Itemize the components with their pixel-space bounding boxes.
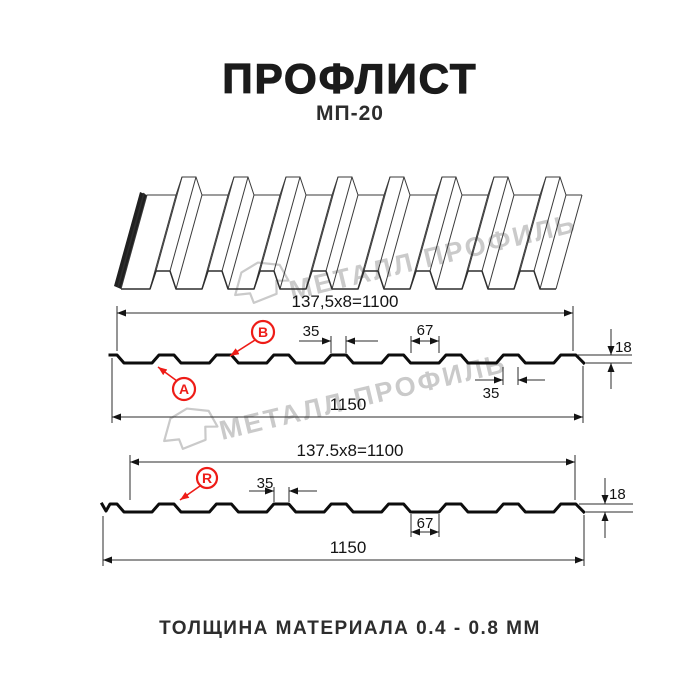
callout-b-label: B xyxy=(258,324,268,340)
dim-1100-bottom: 137.5x8=1100 xyxy=(130,441,575,466)
callout-r-label: R xyxy=(202,470,212,486)
dim-67-label: 67 xyxy=(417,515,434,532)
dim-1150-label: 1150 xyxy=(330,538,367,557)
dim-67-label: 67 xyxy=(417,322,434,339)
dim-35-rib-bottom: 35 xyxy=(475,367,545,402)
callout-a-label: A xyxy=(179,381,189,397)
profile-top-drawing xyxy=(108,353,586,366)
callout-b: B xyxy=(229,319,276,357)
dim-18-height-top: 18 xyxy=(577,329,632,389)
dim-67-valley-top: 67 xyxy=(410,322,440,353)
dim-35-label: 35 xyxy=(303,323,320,340)
callout-r: R xyxy=(179,466,219,501)
dim-35-rib: 35 xyxy=(249,475,317,502)
profile-model-label: МП-20 xyxy=(316,102,384,125)
dim-1100-label: 137,5x8=1100 xyxy=(292,292,399,311)
dim-35-label: 35 xyxy=(257,475,274,492)
dim-1150-label: 1150 xyxy=(330,395,367,414)
dim-1100-top: 137,5x8=1100 xyxy=(117,292,573,317)
watermark-top: МЕТАЛЛ ПРОФИЛЬ xyxy=(229,208,580,307)
sheet-3d-view xyxy=(114,176,583,290)
brand-logo-icon xyxy=(158,402,222,453)
dim-1100-label: 137.5x8=1100 xyxy=(297,441,404,460)
dim-18-label: 18 xyxy=(615,339,632,356)
profile-bottom-dimensions: 137.5x8=1100 1150 35 67 18 xyxy=(102,441,633,566)
dim-67-valley: 67 xyxy=(410,514,440,537)
dim-18-height: 18 xyxy=(579,478,633,538)
dim-35-label: 35 xyxy=(483,385,500,402)
material-thickness-note: ТОЛЩИНА МАТЕРИАЛА 0.4 - 0.8 ММ xyxy=(159,618,541,639)
dim-35-rib-top: 35 xyxy=(299,323,378,353)
dim-1150-bottom: 1150 xyxy=(103,538,584,564)
profile-top-dimensions: 137,5x8=1100 1150 35 67 18 xyxy=(111,292,632,423)
dim-1150-top: 1150 xyxy=(112,395,583,421)
callout-a: A xyxy=(157,366,197,402)
header: ПРОФЛИСТ МП-20 xyxy=(222,54,477,125)
page-title: ПРОФЛИСТ xyxy=(222,55,477,102)
dim-18-label: 18 xyxy=(609,486,626,503)
profile-bottom-drawing xyxy=(99,501,586,515)
